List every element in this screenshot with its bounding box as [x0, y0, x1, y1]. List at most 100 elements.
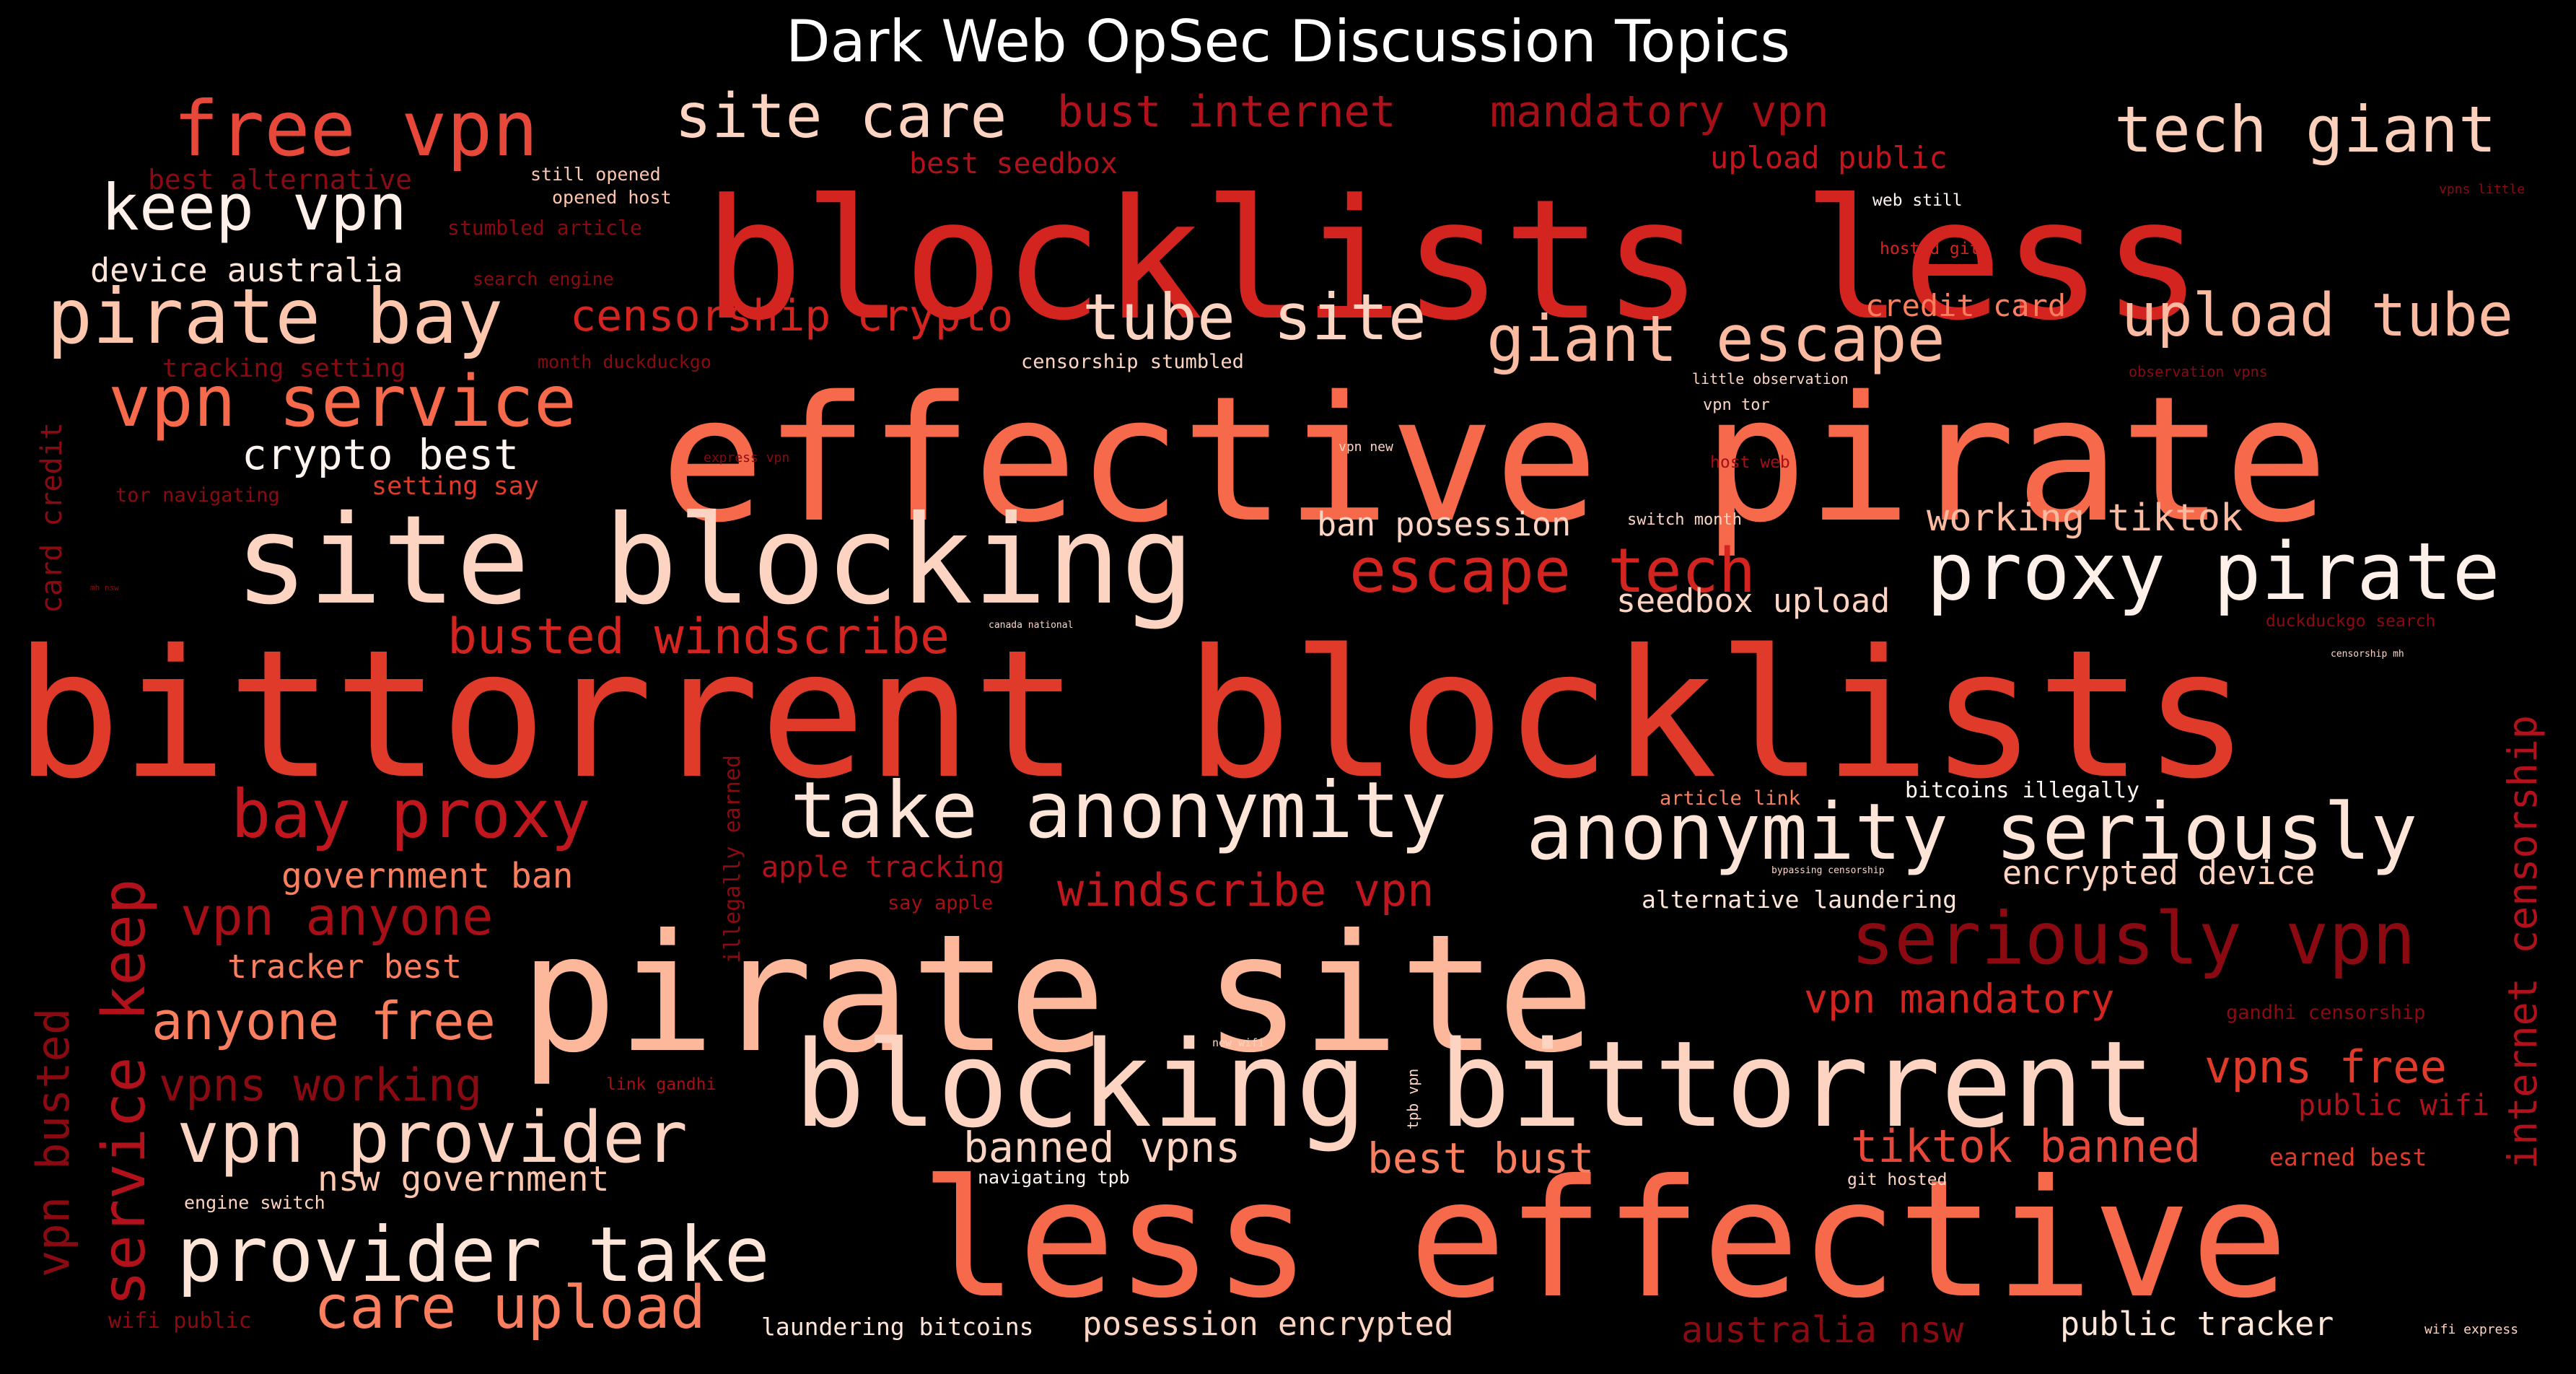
- word-tracking-setting: tracking setting: [162, 354, 406, 383]
- word-site-care: site care: [675, 81, 1007, 152]
- word-tor-navigating: tor navigating: [115, 484, 280, 507]
- word-less-effective: less effective: [920, 1145, 2288, 1334]
- word-say-apple: say apple: [888, 892, 993, 914]
- word-switch-month: switch month: [1627, 511, 1742, 529]
- word-ban-posession: ban posession: [1317, 505, 1571, 543]
- word-apple-tracking: apple tracking: [761, 851, 1004, 884]
- word-working-tiktok: working tiktok: [1927, 496, 2243, 540]
- word-little-observation: little observation: [1692, 370, 1849, 388]
- word-setting-say: setting say: [372, 472, 539, 501]
- word-tube-site: tube site: [1082, 280, 1427, 354]
- word-vpns-free: vpns free: [2204, 1041, 2447, 1093]
- word-engine-switch: engine switch: [184, 1192, 325, 1213]
- word-vpn-new: vpn new: [1339, 439, 1393, 455]
- word-observation-vpns: observation vpns: [2129, 363, 2268, 380]
- word-host-web: host web: [1710, 453, 1790, 472]
- word-opened-host: opened host: [552, 187, 672, 208]
- word-tech-giant: tech giant: [2114, 92, 2497, 167]
- word-censorship-crypto: censorship crypto: [570, 291, 1013, 341]
- word-effective-pirate: effective pirate: [660, 359, 2329, 561]
- word-gandhi-censorship: gandhi censorship: [2226, 1002, 2425, 1024]
- word-censorship-mh: censorship mh: [2331, 649, 2404, 660]
- word-canada-national: canada national: [989, 620, 1073, 631]
- word-best-seedbox: best seedbox: [909, 147, 1118, 180]
- word-new-wifi: new wifi: [1212, 1036, 1264, 1049]
- word-wifi-public: wifi public: [108, 1308, 252, 1334]
- word-australia-nsw: australia nsw: [1681, 1309, 1964, 1351]
- word-laundering-bitcoins: laundering bitcoins: [761, 1313, 1034, 1341]
- word-navigating-tpb: navigating tpb: [978, 1167, 1130, 1188]
- word-bust-internet: bust internet: [1057, 87, 1396, 137]
- word-seedbox-upload: seedbox upload: [1616, 582, 1890, 620]
- word-git-hosted: git hosted: [1847, 1170, 1947, 1189]
- word-vpn-mandatory: vpn mandatory: [1804, 976, 2114, 1022]
- word-pirate-site: pirate site: [520, 900, 1595, 1089]
- word-month-duckduckgo: month duckduckgo: [538, 351, 711, 372]
- word-vpn-busted: vpn busted: [27, 1008, 79, 1277]
- word-internet-censorship: internet censorship: [2500, 715, 2546, 1169]
- word-free-vpn: free vpn: [173, 85, 538, 173]
- word-stumbled-article: stumbled article: [447, 216, 642, 240]
- figure-title: Dark Web OpSec Discussion Topics: [785, 8, 1791, 75]
- word-mh-nsw: mh nsw: [90, 583, 119, 592]
- word-anonymity-seriously: anonymity seriously: [1526, 787, 2417, 878]
- word-vpn-provider: vpn provider: [177, 1097, 688, 1179]
- word-device-australia: device australia: [90, 251, 403, 289]
- word-credit-card: credit card: [1865, 288, 2066, 323]
- word-site-blocking: site blocking: [235, 489, 1195, 632]
- word-keep-vpn: keep vpn: [101, 170, 407, 245]
- word-vpns-little: vpns little: [2439, 182, 2525, 197]
- word-busted-windscribe: busted windscribe: [447, 608, 950, 665]
- word-bitcoins-illegally: bitcoins illegally: [1905, 778, 2139, 803]
- word-article-link: article link: [1660, 787, 1800, 810]
- word-tracker-best: tracker best: [227, 948, 462, 986]
- word-vpn-anyone: vpn anyone: [180, 886, 493, 947]
- word-giant-escape: giant escape: [1486, 302, 1945, 376]
- word-bay-proxy: bay proxy: [231, 776, 591, 853]
- word-illegally-earned: illegally earned: [720, 755, 745, 963]
- word-nsw-government: nsw government: [317, 1159, 610, 1199]
- word-service-keep: service keep: [90, 879, 159, 1306]
- word-windscribe-vpn: windscribe vpn: [1057, 864, 1434, 916]
- word-earned-best: earned best: [2269, 1143, 2427, 1171]
- word-vpns-working: vpns working: [159, 1059, 482, 1111]
- word-alternative-laundering: alternative laundering: [1642, 885, 1957, 914]
- word-escape-tech: escape tech: [1349, 535, 1756, 607]
- word-blocklists-less: blocklists less: [704, 165, 2202, 357]
- word-crypto-best: crypto best: [242, 430, 519, 479]
- word-provider-take: provider take: [177, 1211, 770, 1299]
- word-upload-public: upload public: [1710, 140, 1948, 175]
- word-still-opened: still opened: [530, 164, 661, 185]
- word-posession-encrypted: posession encrypted: [1082, 1305, 1454, 1343]
- word-mandatory-vpn: mandatory vpn: [1490, 87, 1829, 137]
- word-best-bust: best bust: [1367, 1134, 1594, 1183]
- word-public-wifi: public wifi: [2298, 1089, 2489, 1122]
- word-web-still: web still: [1872, 191, 1963, 210]
- word-vpn-tor: vpn tor: [1703, 396, 1770, 414]
- word-vpn-service: vpn service: [108, 361, 577, 443]
- word-tpb-vpn: tpb vpn: [1404, 1069, 1421, 1129]
- word-bypassing-censorship: bypassing censorship: [1771, 865, 1885, 876]
- word-banned-vpns: banned vpns: [963, 1123, 1240, 1172]
- word-anyone-free: anyone free: [152, 991, 496, 1051]
- word-bittorrent-blocklists: bittorrent blocklists: [14, 612, 2250, 818]
- word-tiktok-banned: tiktok banned: [1851, 1120, 2201, 1173]
- word-seriously-vpn: seriously vpn: [1851, 896, 2416, 981]
- word-proxy-pirate: proxy pirate: [1927, 525, 2500, 618]
- word-search-engine: search engine: [473, 268, 614, 289]
- word-take-anonymity: take anonymity: [790, 766, 1447, 856]
- word-pirate-bay: pirate bay: [47, 273, 503, 361]
- word-care-upload: care upload: [314, 1274, 706, 1342]
- word-card-credit: card credit: [35, 422, 69, 613]
- word-wifi-express: wifi express: [2424, 1322, 2518, 1337]
- word-best-alternative: best alternative: [148, 164, 412, 196]
- word-encrypted-device: encrypted device: [2002, 854, 2315, 892]
- word-duckduckgo-search: duckduckgo search: [2266, 612, 2435, 631]
- word-public-tracker: public tracker: [2060, 1305, 2334, 1343]
- word-blocking-bittorrent: blocking bittorrent: [794, 1015, 2155, 1154]
- word-link-gandhi: link gandhi: [606, 1075, 716, 1094]
- word-censorship-stumbled: censorship stumbled: [1021, 351, 1244, 373]
- word-hosted-git: hosted git: [1880, 240, 1979, 258]
